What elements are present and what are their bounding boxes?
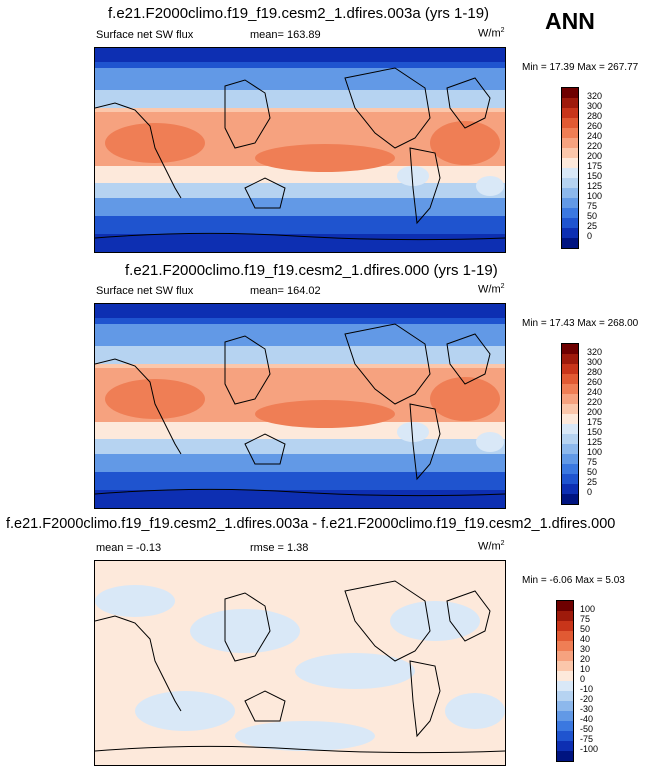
colorbar-tick: 300 xyxy=(587,101,603,111)
colorbar-tick: 100 xyxy=(580,604,596,614)
colorbar-tick: 50 xyxy=(587,211,598,221)
panel-3-rmse-label: rmse = 1.38 xyxy=(250,542,309,554)
panel-2-units: W/m2 xyxy=(478,283,505,296)
colorbar-tick: -50 xyxy=(580,724,594,734)
colorbar-tick: 175 xyxy=(587,417,603,427)
colorbar-tick: 125 xyxy=(587,181,603,191)
colorbar-tick: 280 xyxy=(587,367,603,377)
colorbar-tick: 125 xyxy=(587,437,603,447)
colorbar-tick: -75 xyxy=(580,734,594,744)
colorbar-tick: 10 xyxy=(580,664,591,674)
colorbar-tick: 25 xyxy=(587,221,598,231)
colorbar-tick: 0 xyxy=(580,674,586,684)
panel-2-colorbar xyxy=(561,343,579,505)
panel-1-units: W/m2 xyxy=(478,27,505,40)
panel-1-variable-label: Surface net SW flux xyxy=(96,29,194,41)
panel-3-mean-label: mean = -0.13 xyxy=(96,542,162,554)
colorbar-tick: 200 xyxy=(587,407,603,417)
colorbar-tick: 75 xyxy=(580,614,591,624)
colorbar-tick: 0 xyxy=(587,487,593,497)
panel-2-minmax: Min = 17.43 Max = 268.00 xyxy=(522,318,639,329)
season-label: ANN xyxy=(545,8,595,34)
colorbar-tick: -100 xyxy=(580,744,599,754)
colorbar-tick: 280 xyxy=(587,111,603,121)
colorbar-tick: -40 xyxy=(580,714,594,724)
colorbar-tick: 260 xyxy=(587,121,603,131)
colorbar-tick: 240 xyxy=(587,131,603,141)
colorbar-tick: 100 xyxy=(587,447,603,457)
colorbar-tick: 240 xyxy=(587,387,603,397)
colorbar-tick: 320 xyxy=(587,347,603,357)
colorbar-tick: 30 xyxy=(580,644,591,654)
colorbar-tick: 50 xyxy=(587,467,598,477)
panel-3-units: W/m2 xyxy=(478,540,505,553)
colorbar-tick: 75 xyxy=(587,201,598,211)
panel-3-minmax: Min = -6.06 Max = 5.03 xyxy=(522,575,625,586)
colorbar-tick: 20 xyxy=(580,654,591,664)
colorbar-tick: -20 xyxy=(580,694,594,704)
colorbar-tick: 0 xyxy=(587,231,593,241)
panel-1-colorbar xyxy=(561,87,579,249)
panel-1-minmax: Min = 17.39 Max = 267.77 xyxy=(522,62,639,73)
colorbar-tick: 40 xyxy=(580,634,591,644)
colorbar-tick: -30 xyxy=(580,704,594,714)
colorbar-tick: 100 xyxy=(587,191,603,201)
panel-2-map xyxy=(94,303,506,509)
panel-2-variable-label: Surface net SW flux xyxy=(96,285,194,297)
colorbar-tick: 260 xyxy=(587,377,603,387)
colorbar-tick: 50 xyxy=(580,624,591,634)
colorbar-tick: 220 xyxy=(587,397,603,407)
panel-2-title: f.e21.F2000climo.f19_f19.cesm2_1.dfires.… xyxy=(125,262,498,279)
colorbar-tick: 75 xyxy=(587,457,598,467)
panel-2-mean-label: mean= 164.02 xyxy=(250,285,321,297)
colorbar-tick: 25 xyxy=(587,477,598,487)
colorbar-tick: 175 xyxy=(587,161,603,171)
panel-1-mean-label: mean= 163.89 xyxy=(250,29,321,41)
colorbar-tick: 300 xyxy=(587,357,603,367)
colorbar-tick: 320 xyxy=(587,91,603,101)
panel-1-title: f.e21.F2000climo.f19_f19.cesm2_1.dfires.… xyxy=(108,5,490,22)
panel-1-map xyxy=(94,47,506,253)
colorbar-tick: 220 xyxy=(587,141,603,151)
colorbar-tick: 150 xyxy=(587,171,603,181)
colorbar-tick: 150 xyxy=(587,427,603,437)
colorbar-tick: -10 xyxy=(580,684,594,694)
panel-3-colorbar xyxy=(556,600,574,762)
colorbar-tick: 200 xyxy=(587,151,603,161)
panel-3-title: f.e21.F2000climo.f19_f19.cesm2_1.dfires.… xyxy=(6,516,616,532)
panel-3-map xyxy=(94,560,506,766)
